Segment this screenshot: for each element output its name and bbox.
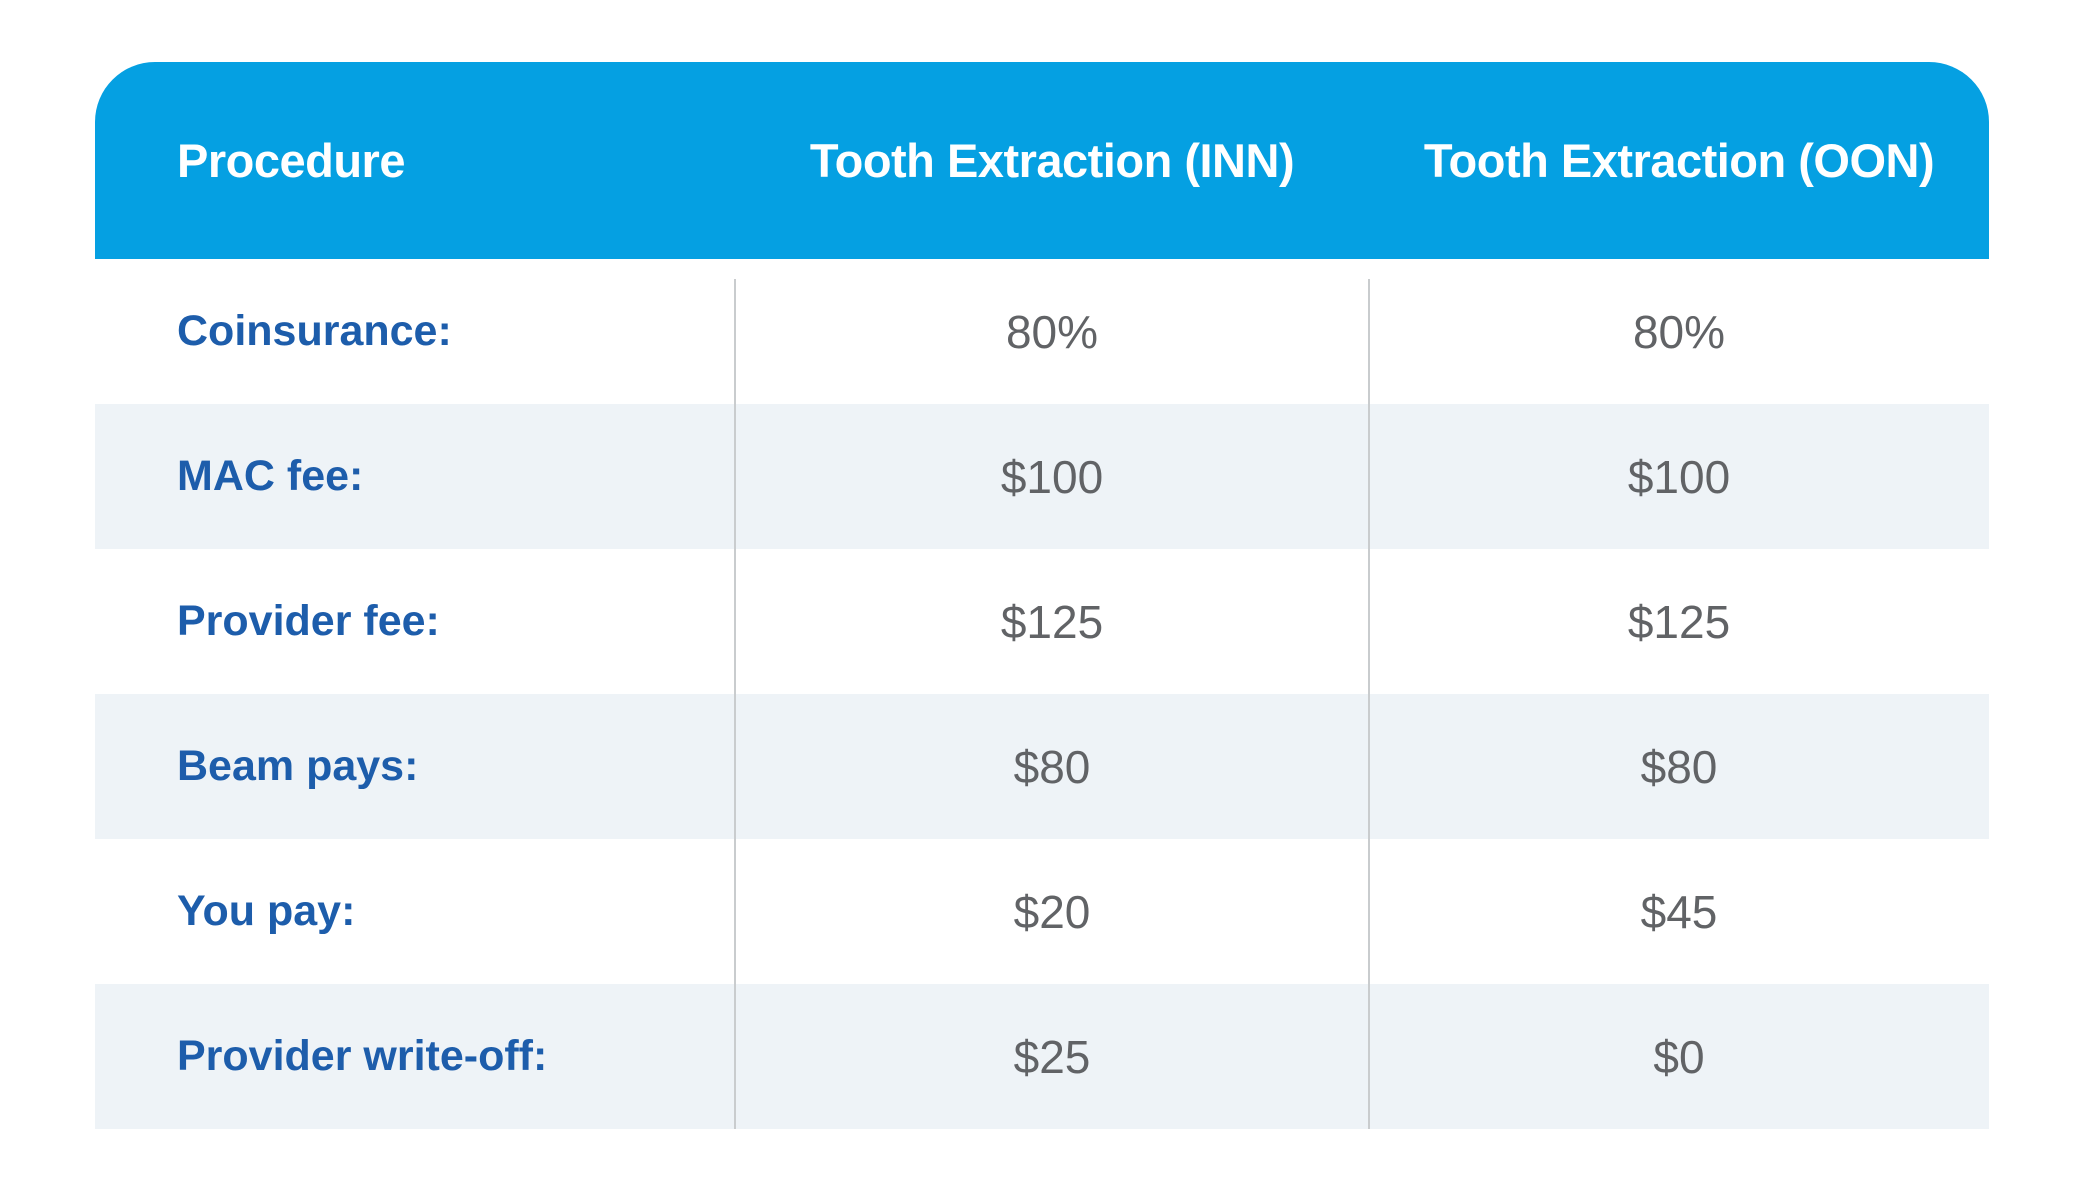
row-label: Beam pays: (177, 742, 419, 790)
inn-value: $100 (1000, 450, 1104, 503)
table-row: You pay: $20 $45 (95, 839, 1989, 984)
oon-value: $0 (1653, 1030, 1705, 1083)
column-header-tooth-extraction-inn: Tooth Extraction (INN) (809, 134, 1295, 187)
table-row: Provider fee: $125 $125 (95, 549, 1989, 694)
column-divider-oon (1368, 279, 1370, 1129)
oon-value: $100 (1627, 450, 1731, 503)
column-header-tooth-extraction-oon: Tooth Extraction (OON) (1423, 134, 1935, 187)
inn-value: 80% (1005, 305, 1099, 358)
inn-value: $80 (1013, 740, 1091, 793)
table-row: MAC fee: $100 $100 (95, 404, 1989, 549)
row-label: Provider fee: (177, 597, 440, 645)
column-header-procedure: Procedure (177, 134, 405, 187)
oon-value: $80 (1640, 740, 1718, 793)
oon-value: 80% (1632, 305, 1726, 358)
table-row: Provider write-off: $25 $0 (95, 984, 1989, 1129)
table-row: Coinsurance: 80% 80% (95, 259, 1989, 404)
row-label: Coinsurance: (177, 307, 452, 355)
table-body: Coinsurance: 80% 80% MAC fee: $100 $100 … (95, 259, 1989, 1129)
table-header-row: Procedure Tooth Extraction (INN) Tooth E… (95, 62, 1989, 259)
row-label: Provider write-off: (177, 1032, 548, 1080)
column-divider-inn (734, 279, 736, 1129)
inn-value: $20 (1013, 885, 1091, 938)
row-label: You pay: (177, 887, 356, 935)
procedure-cost-table: Procedure Tooth Extraction (INN) Tooth E… (95, 62, 1989, 1129)
row-label: MAC fee: (177, 452, 364, 500)
oon-value: $45 (1640, 885, 1718, 938)
inn-value: $25 (1013, 1030, 1091, 1083)
oon-value: $125 (1627, 595, 1731, 648)
inn-value: $125 (1000, 595, 1104, 648)
table-row: Beam pays: $80 $80 (95, 694, 1989, 839)
table-rows: Coinsurance: 80% 80% MAC fee: $100 $100 … (95, 259, 1989, 1129)
